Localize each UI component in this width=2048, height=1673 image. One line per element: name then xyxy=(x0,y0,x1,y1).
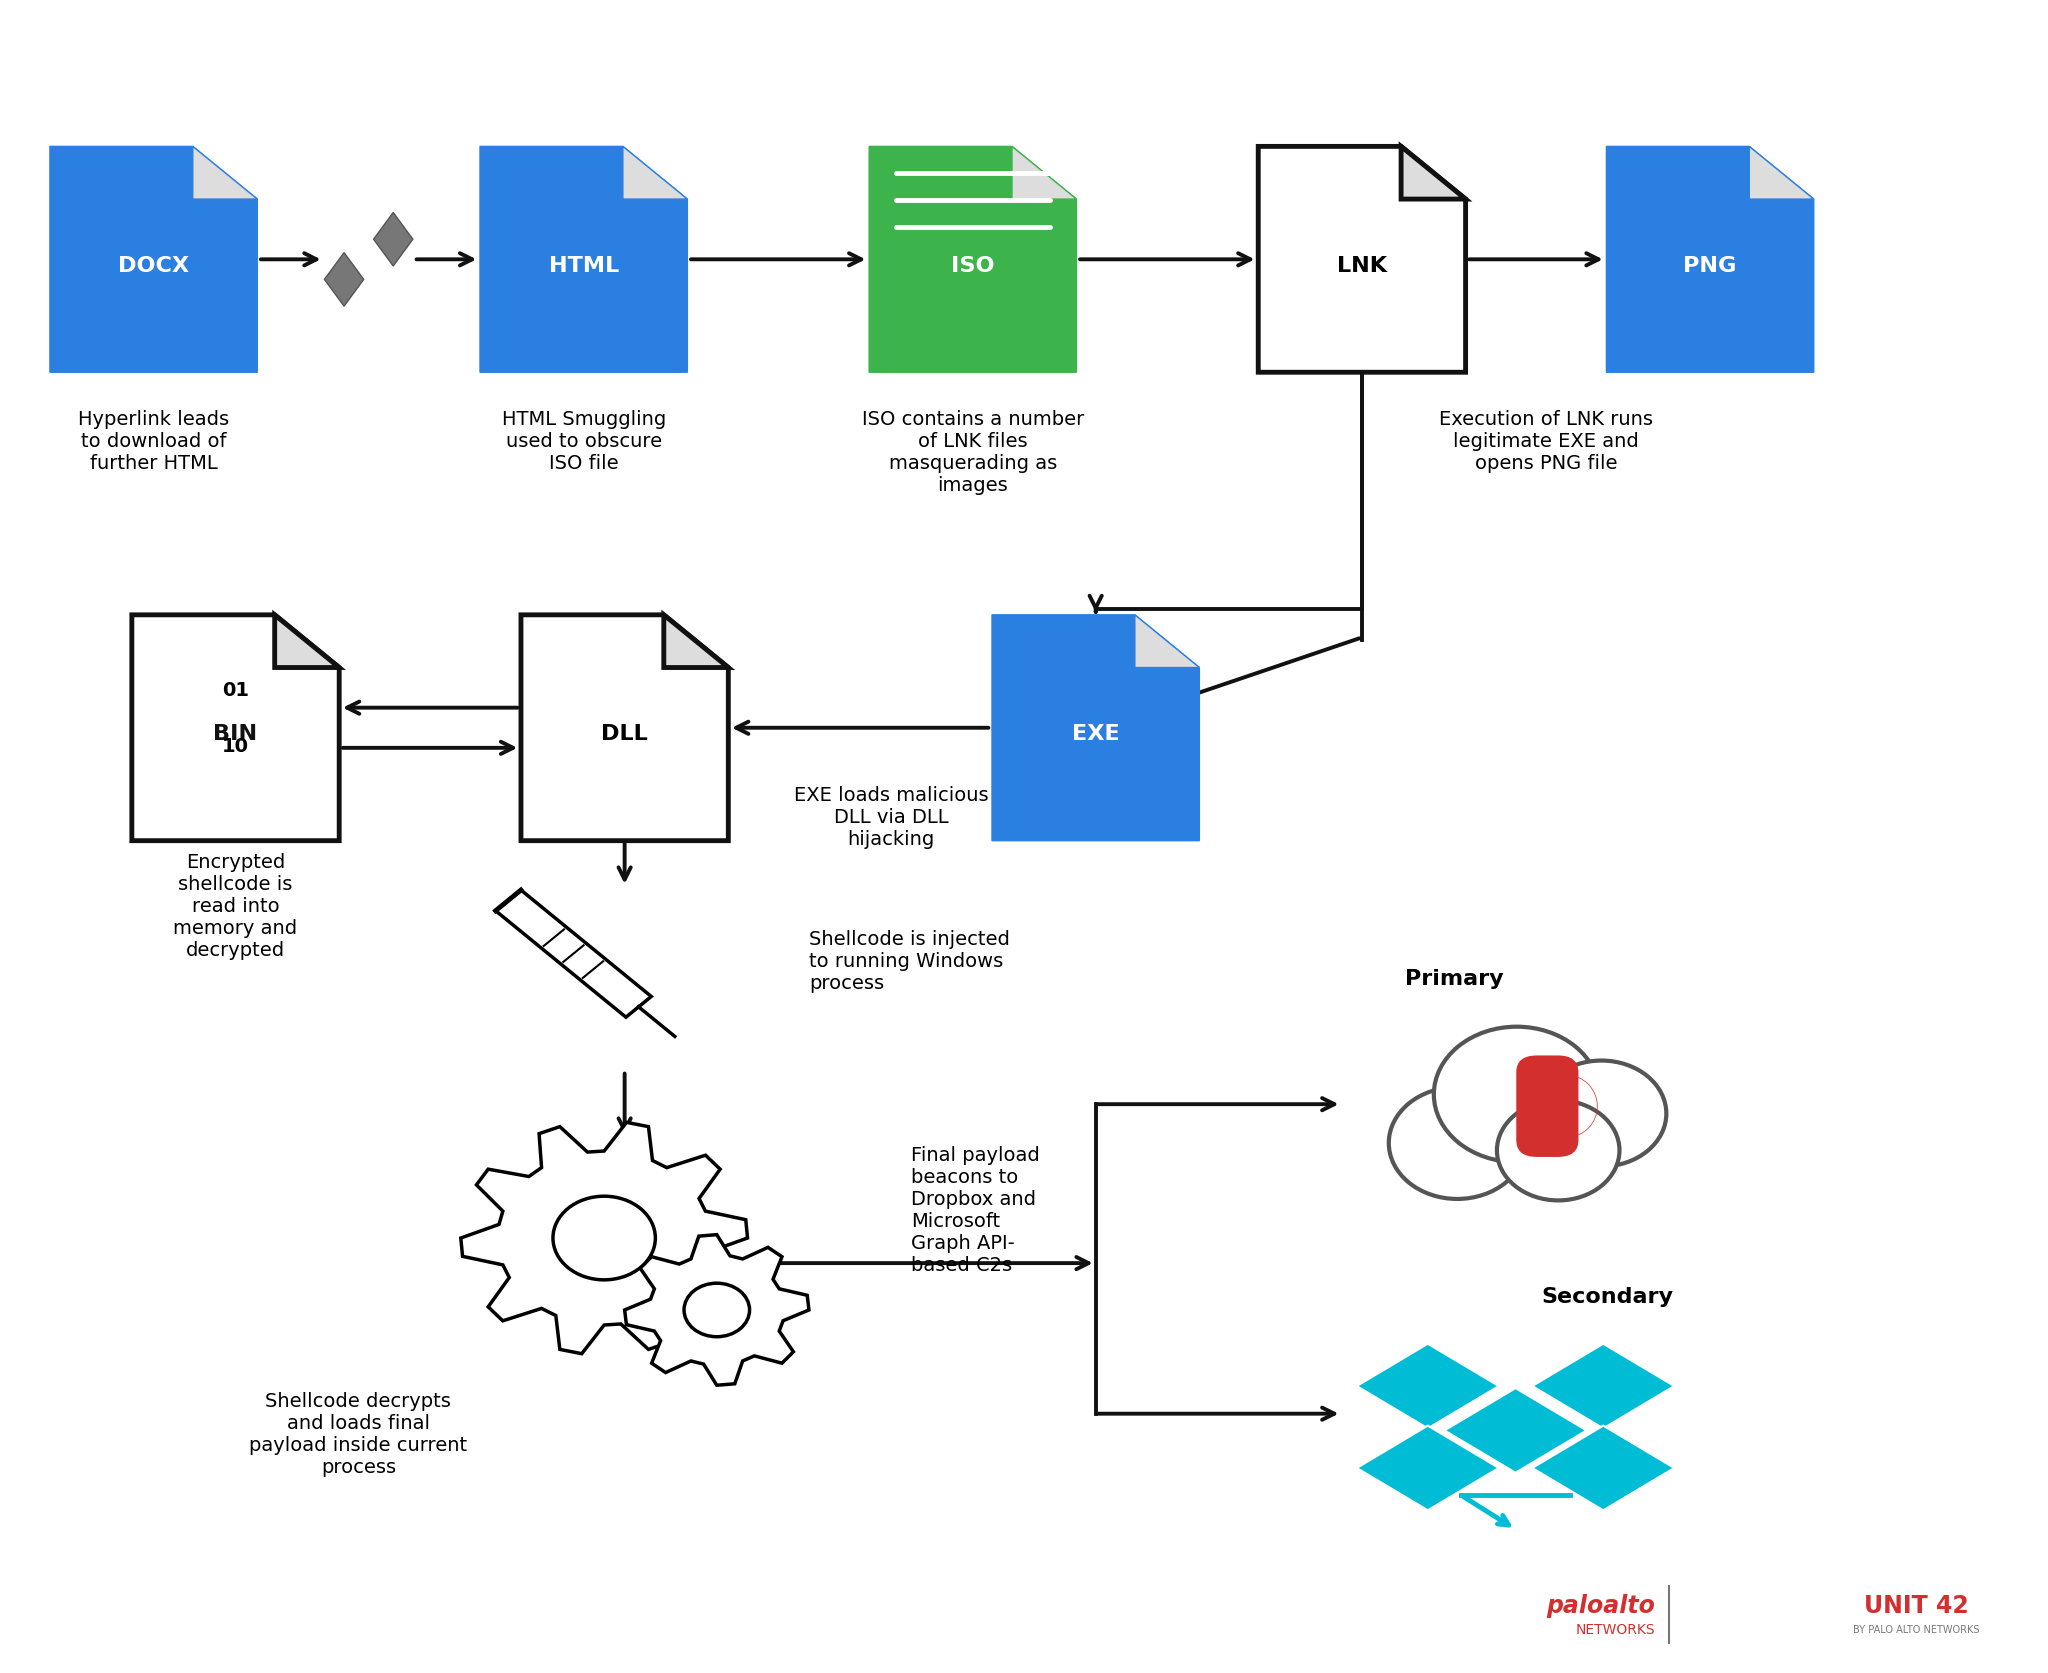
Text: Encrypted
shellcode is
read into
memory and
decrypted: Encrypted shellcode is read into memory … xyxy=(174,853,297,960)
Text: ISO contains a number
of LNK files
masquerading as
images: ISO contains a number of LNK files masqu… xyxy=(862,410,1083,495)
Text: 10: 10 xyxy=(221,738,250,756)
Circle shape xyxy=(1497,1101,1620,1201)
Polygon shape xyxy=(1532,1343,1675,1429)
Circle shape xyxy=(553,1196,655,1280)
Polygon shape xyxy=(664,616,729,668)
Text: HTML Smuggling
used to obscure
ISO file: HTML Smuggling used to obscure ISO file xyxy=(502,410,666,473)
Polygon shape xyxy=(496,890,651,1017)
Text: Execution of LNK runs
legitimate EXE and
opens PNG file: Execution of LNK runs legitimate EXE and… xyxy=(1440,410,1653,473)
Polygon shape xyxy=(461,1123,748,1353)
Text: Primary: Primary xyxy=(1405,969,1503,989)
Text: UNIT 42: UNIT 42 xyxy=(1864,1594,1968,1618)
Polygon shape xyxy=(991,616,1200,842)
Circle shape xyxy=(1434,1027,1599,1163)
Polygon shape xyxy=(49,147,258,373)
Polygon shape xyxy=(1135,616,1200,668)
Polygon shape xyxy=(479,147,688,373)
Text: DOCX: DOCX xyxy=(119,256,188,276)
Polygon shape xyxy=(1356,1425,1499,1511)
Polygon shape xyxy=(193,147,258,199)
Text: DLL: DLL xyxy=(602,724,647,744)
Text: 01: 01 xyxy=(221,681,250,699)
Circle shape xyxy=(1536,1061,1667,1166)
Polygon shape xyxy=(868,147,1077,373)
Polygon shape xyxy=(274,616,340,668)
Text: HTML: HTML xyxy=(549,256,618,276)
Text: Hyperlink leads
to download of
further HTML: Hyperlink leads to download of further H… xyxy=(78,410,229,473)
Circle shape xyxy=(684,1283,750,1337)
Polygon shape xyxy=(1532,1425,1675,1511)
Text: Shellcode is injected
to running Windows
process: Shellcode is injected to running Windows… xyxy=(809,930,1010,994)
Text: paloalto: paloalto xyxy=(1546,1594,1655,1618)
Polygon shape xyxy=(131,616,340,842)
Polygon shape xyxy=(1401,147,1466,199)
Text: ISO: ISO xyxy=(950,256,995,276)
Polygon shape xyxy=(1257,147,1466,373)
Polygon shape xyxy=(1012,147,1077,199)
Text: NETWORKS: NETWORKS xyxy=(1575,1623,1655,1636)
Text: EXE: EXE xyxy=(1071,724,1120,744)
Polygon shape xyxy=(625,1235,809,1385)
Text: BIN: BIN xyxy=(213,724,258,744)
Text: LNK: LNK xyxy=(1337,256,1386,276)
Polygon shape xyxy=(1749,147,1815,199)
Text: Secondary: Secondary xyxy=(1542,1287,1673,1307)
FancyBboxPatch shape xyxy=(1516,1056,1579,1158)
Text: Shellcode decrypts
and loads final
payload inside current
process: Shellcode decrypts and loads final paylo… xyxy=(250,1392,467,1477)
Text: BY PALO ALTO NETWORKS: BY PALO ALTO NETWORKS xyxy=(1853,1624,1980,1635)
Polygon shape xyxy=(1444,1389,1587,1472)
Polygon shape xyxy=(373,212,414,266)
Polygon shape xyxy=(623,147,688,199)
Text: PNG: PNG xyxy=(1683,256,1737,276)
Circle shape xyxy=(1389,1087,1526,1200)
Polygon shape xyxy=(520,616,729,842)
Polygon shape xyxy=(324,253,365,306)
Text: EXE loads malicious
DLL via DLL
hijacking: EXE loads malicious DLL via DLL hijackin… xyxy=(793,786,989,850)
Polygon shape xyxy=(1606,147,1815,373)
Text: Final payload
beacons to
Dropbox and
Microsoft
Graph API-
based C2s: Final payload beacons to Dropbox and Mic… xyxy=(911,1146,1040,1275)
Polygon shape xyxy=(1356,1343,1499,1429)
